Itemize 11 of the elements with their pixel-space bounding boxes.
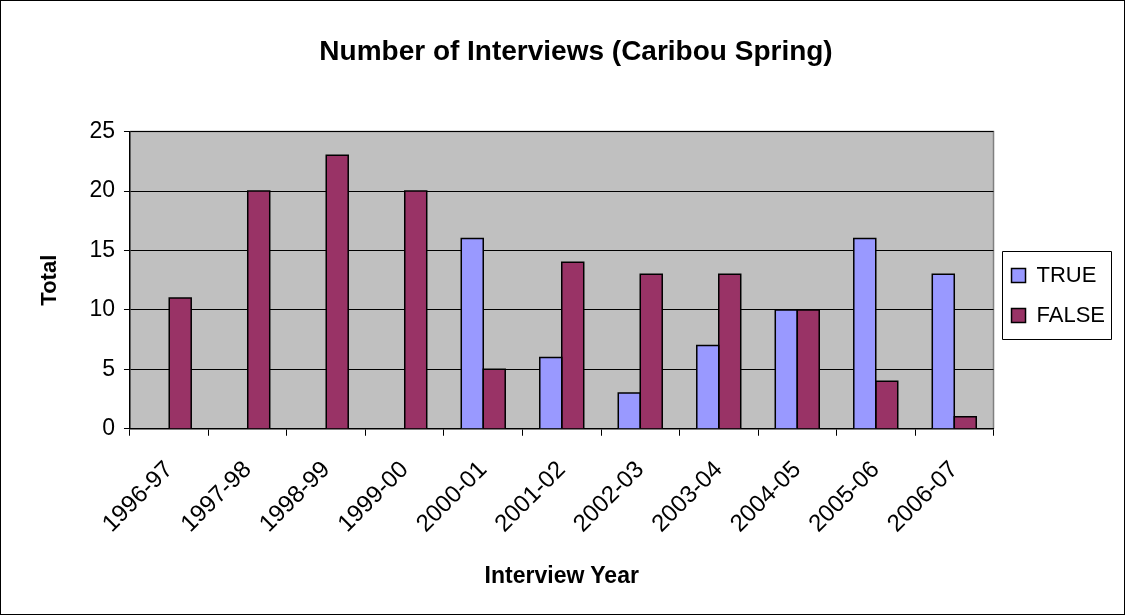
y-axis-title: Total [36, 254, 62, 306]
legend-label: TRUE [1036, 261, 1097, 287]
y-tick-label: 20 [89, 176, 115, 203]
y-tick-label: 10 [89, 295, 115, 322]
x-axis-title: Interview Year [484, 561, 639, 588]
y-tick-label: 25 [89, 116, 115, 143]
y-tick-label: 15 [89, 235, 115, 262]
legend-label: FALSE [1036, 301, 1105, 327]
y-tick-label: 5 [102, 354, 115, 381]
chart-title: Number of Interviews (Caribou Spring) [319, 34, 833, 66]
y-tick-label: 0 [102, 414, 115, 441]
